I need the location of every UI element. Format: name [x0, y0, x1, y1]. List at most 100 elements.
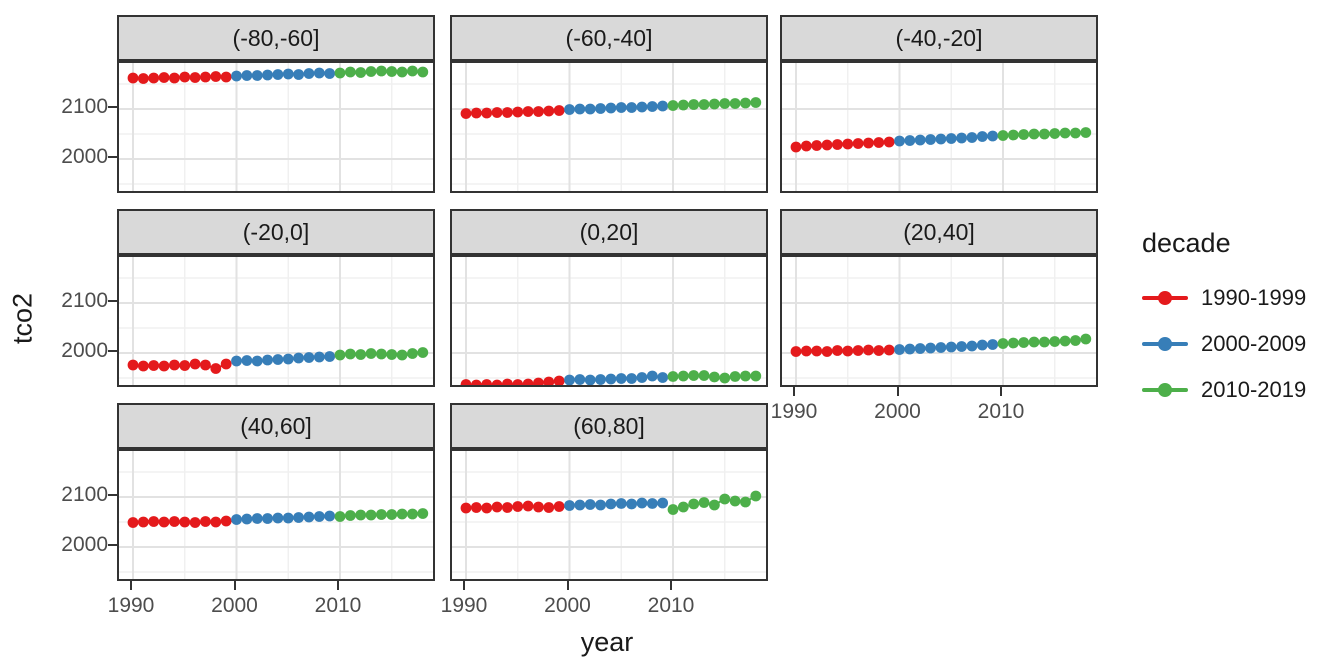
data-point: [470, 107, 482, 119]
data-point: [966, 340, 978, 352]
data-point: [417, 66, 429, 78]
data-point: [313, 67, 325, 79]
x-tick-label: 1990: [770, 400, 818, 423]
panel-plot-area: [119, 257, 433, 385]
x-tick-mark: [463, 581, 465, 590]
panel-plot-area: [119, 451, 433, 579]
data-point: [262, 354, 273, 366]
panel-plot-area: [119, 63, 433, 191]
data-point: [334, 349, 346, 361]
data-point: [407, 348, 418, 359]
data-point: [355, 349, 367, 360]
data-point: [189, 72, 201, 83]
data-point: [137, 360, 149, 372]
data-point: [1080, 127, 1092, 138]
data-point: [262, 513, 273, 524]
data-point: [407, 65, 418, 77]
x-tick-mark: [1000, 387, 1002, 396]
data-point: [137, 73, 149, 84]
data-point: [904, 343, 916, 355]
data-point: [210, 516, 222, 528]
data-point: [344, 510, 356, 521]
data-point: [553, 375, 565, 385]
y-tick-mark: [108, 300, 117, 302]
data-point: [272, 354, 284, 365]
facet-strip: (-40,-20]: [780, 15, 1098, 61]
data-point: [719, 372, 731, 384]
data-point: [574, 374, 586, 385]
facet-strip: (40,60]: [117, 403, 435, 449]
data-point: [231, 70, 242, 82]
x-tick-label: 2000: [874, 400, 921, 423]
data-point: [313, 351, 325, 363]
data-point: [324, 68, 336, 79]
data-point: [502, 107, 513, 118]
data-point: [1049, 336, 1061, 347]
x-tick-mark: [337, 581, 339, 590]
x-tick-label: 1990: [107, 594, 155, 617]
data-point: [564, 500, 575, 511]
data-point: [127, 359, 139, 371]
data-point: [956, 132, 967, 144]
legend-key-dot: [1158, 383, 1172, 397]
data-point: [574, 499, 586, 511]
data-point: [688, 498, 700, 510]
data-point: [935, 342, 947, 353]
data-point: [200, 359, 211, 371]
facet-strip-label: (0,20]: [579, 218, 639, 245]
y-tick-label: 2000: [61, 145, 108, 168]
data-point: [719, 98, 731, 109]
data-point: [883, 136, 895, 148]
data-point: [502, 378, 513, 385]
panel-plot-area: [782, 63, 1096, 191]
data-point: [1070, 335, 1081, 346]
data-point: [729, 98, 741, 109]
data-point: [512, 501, 524, 512]
data-point: [1018, 129, 1030, 140]
data-point: [615, 102, 627, 113]
legend-entry: 2000-2009: [1142, 321, 1342, 367]
data-point: [210, 363, 222, 374]
y-tick-label: 2100: [61, 289, 108, 312]
x-tick-label: 1990: [440, 594, 488, 617]
x-tick-mark: [566, 581, 569, 590]
data-point: [667, 100, 679, 111]
data-point: [210, 71, 222, 82]
data-point: [262, 69, 273, 81]
data-point: [460, 379, 472, 385]
data-point: [667, 504, 679, 515]
data-point: [811, 345, 823, 357]
data-point: [220, 358, 232, 370]
data-point: [595, 374, 606, 385]
data-point: [386, 509, 398, 520]
data-point: [231, 514, 242, 525]
data-point: [282, 512, 294, 524]
data-point: [303, 511, 315, 523]
legend-title: decade: [1142, 228, 1231, 258]
data-point: [698, 497, 710, 508]
data-point: [1059, 335, 1071, 347]
facet-panel: [450, 449, 768, 581]
x-tick-mark: [130, 581, 132, 590]
data-point: [925, 134, 936, 145]
facet-strip: (-80,-60]: [117, 15, 435, 61]
data-point: [522, 378, 534, 385]
data-point: [873, 137, 885, 148]
x-tick-mark: [793, 387, 795, 396]
data-point: [740, 370, 751, 382]
data-point: [636, 372, 648, 383]
legend-key-icon: [1142, 382, 1188, 398]
data-point: [386, 349, 398, 360]
data-point: [344, 348, 356, 360]
y-tick-label: 2000: [61, 339, 108, 362]
data-point: [966, 132, 978, 143]
facet-strip: (-20,0]: [117, 209, 435, 255]
data-point: [543, 105, 555, 117]
data-point: [863, 137, 874, 149]
data-point: [976, 339, 988, 351]
data-point: [605, 373, 617, 385]
data-point: [158, 516, 170, 528]
data-point: [241, 70, 253, 81]
facet-panel: [780, 61, 1098, 193]
data-point: [313, 511, 325, 522]
